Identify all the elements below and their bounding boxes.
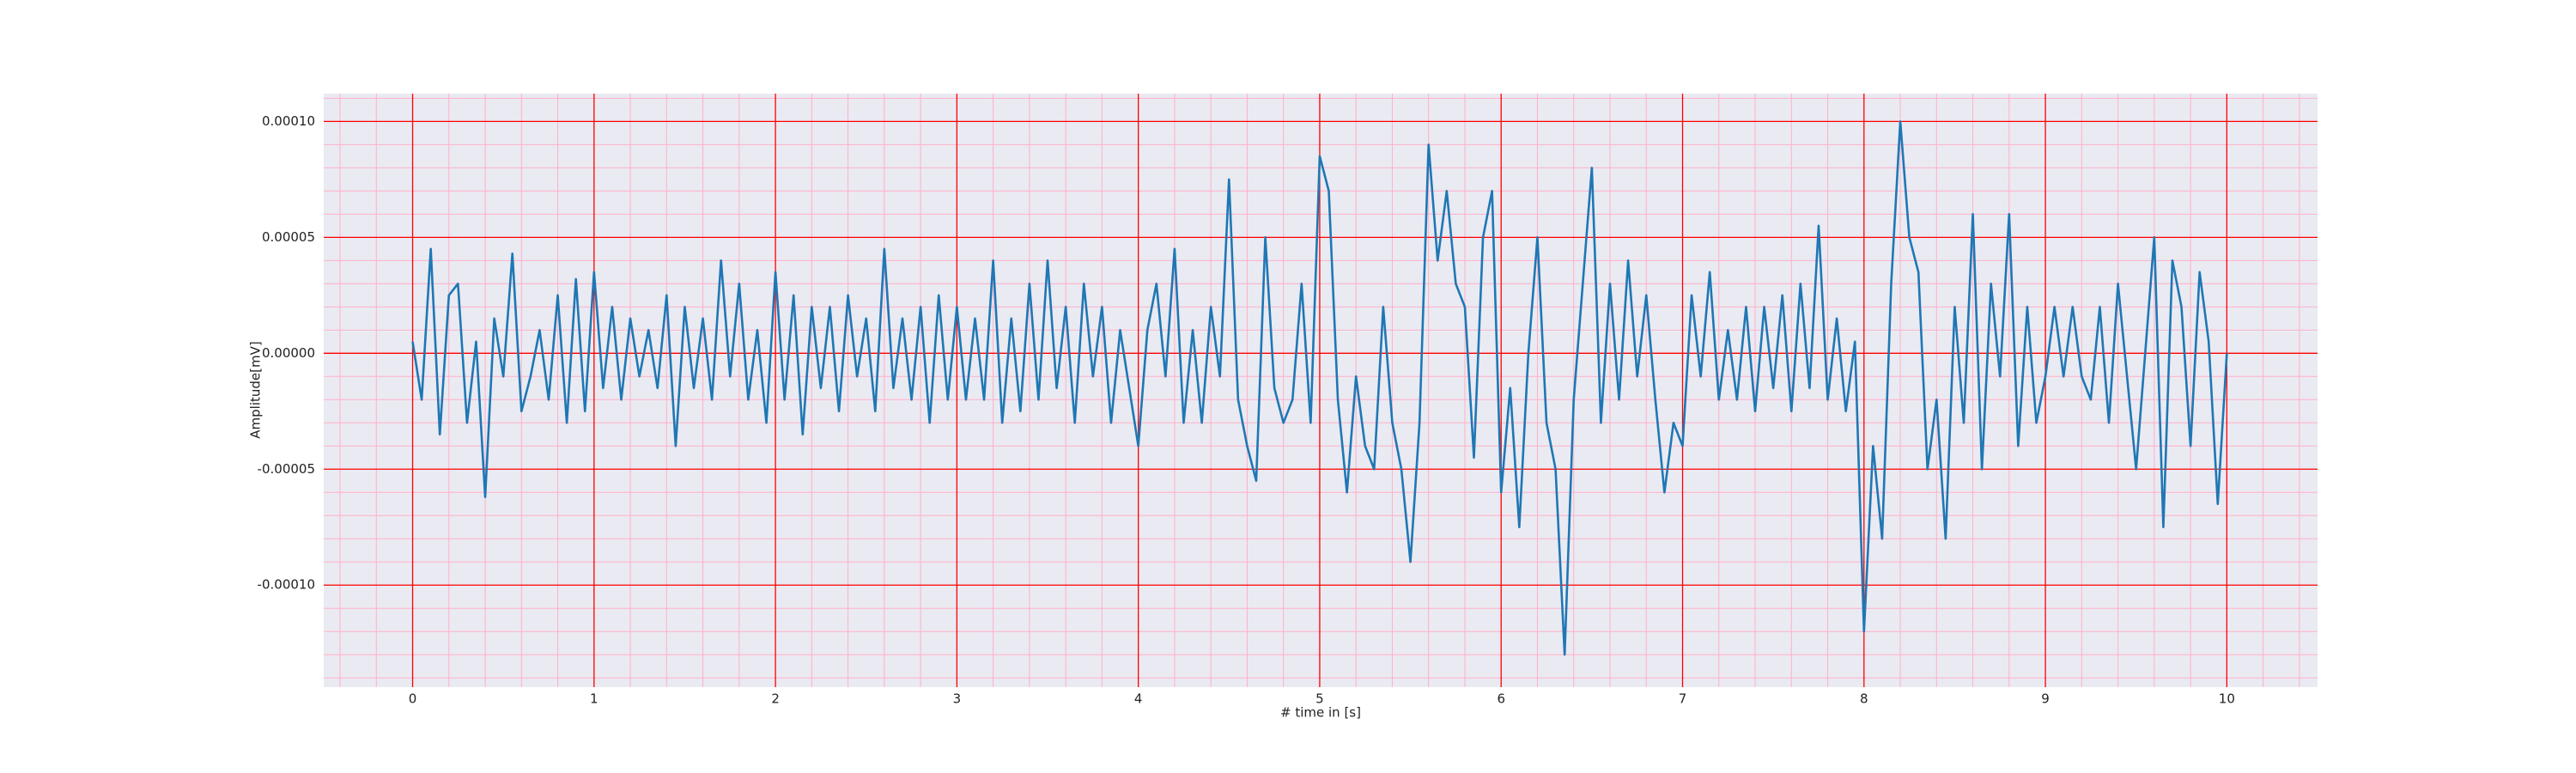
signal-line <box>411 120 2228 656</box>
x-axis-label: # time in [s] <box>1280 705 1361 721</box>
y-tick-label: 0.00005 <box>262 229 315 245</box>
x-tick-label: 4 <box>1134 691 1143 707</box>
x-tick-label: 2 <box>771 691 780 707</box>
x-tick-label: 7 <box>1679 691 1687 707</box>
x-tick-label: 8 <box>1860 691 1868 707</box>
y-tick-label: 0.00000 <box>262 345 315 361</box>
x-tick-label: 1 <box>590 691 598 707</box>
y-tick-label: -0.00010 <box>258 577 315 593</box>
y-axis-label: Amplitude[mV] <box>248 341 264 438</box>
x-tick-label: 0 <box>409 691 417 707</box>
x-tick-label: 10 <box>2219 691 2235 707</box>
x-tick-label: 6 <box>1497 691 1505 707</box>
y-tick-label: -0.00005 <box>258 461 315 477</box>
x-tick-label: 5 <box>1315 691 1324 707</box>
x-tick-label: 3 <box>953 691 962 707</box>
y-tick-label: 0.00010 <box>262 113 315 129</box>
x-tick-label: 9 <box>2041 691 2050 707</box>
